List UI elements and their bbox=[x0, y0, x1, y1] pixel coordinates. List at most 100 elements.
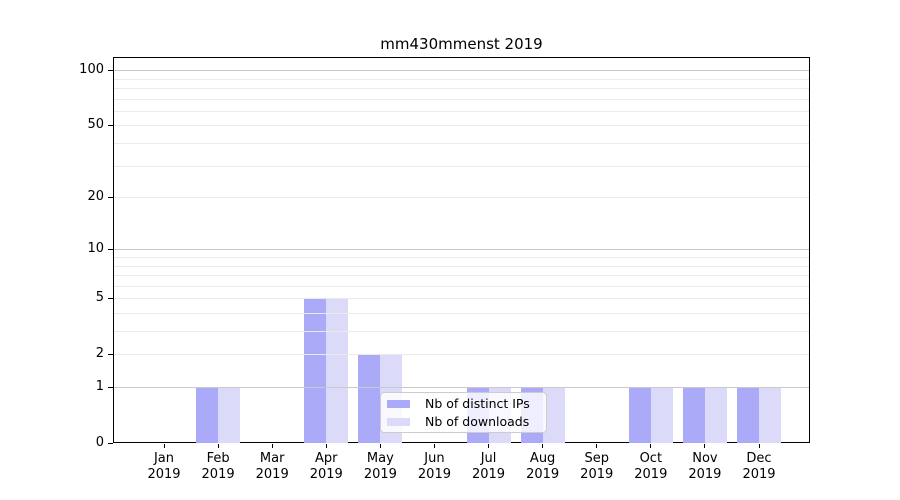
x-tick-year: 2019 bbox=[309, 467, 343, 482]
x-tick bbox=[542, 444, 544, 448]
gridline-minor bbox=[114, 165, 809, 167]
y-tick-label: 20 bbox=[87, 189, 104, 205]
x-tick-year: 2019 bbox=[580, 467, 614, 482]
bar bbox=[218, 387, 241, 443]
x-tick bbox=[758, 444, 760, 448]
y-tick-label: 10 bbox=[87, 241, 104, 257]
legend: Nb of distinct IPs Nb of downloads bbox=[380, 392, 547, 433]
legend-label: Nb of distinct IPs bbox=[425, 396, 530, 411]
x-tick-month: Jun bbox=[424, 451, 445, 466]
y-tick-label: 2 bbox=[95, 346, 104, 362]
y-tick bbox=[108, 297, 113, 299]
gridline-minor bbox=[114, 265, 809, 267]
x-tick bbox=[271, 444, 273, 448]
x-tick-label: Jan 2019 bbox=[132, 451, 196, 483]
x-tick-label: Oct 2019 bbox=[619, 451, 683, 483]
x-tick-label: Mar 2019 bbox=[240, 451, 304, 483]
x-tick-year: 2019 bbox=[634, 467, 668, 482]
y-tick bbox=[108, 386, 113, 388]
x-tick-month: Dec bbox=[746, 451, 772, 466]
gridline-minor bbox=[114, 331, 809, 333]
x-tick-year: 2019 bbox=[471, 467, 506, 482]
bar bbox=[358, 354, 381, 443]
legend-label: Nb of downloads bbox=[425, 414, 530, 429]
bar bbox=[196, 387, 219, 443]
bar bbox=[628, 387, 651, 443]
y-tick bbox=[108, 353, 113, 355]
gridline-minor bbox=[114, 197, 809, 199]
legend-item: Nb of downloads bbox=[387, 414, 546, 429]
x-tick-label: Apr 2019 bbox=[294, 451, 358, 483]
y-tick bbox=[108, 248, 113, 250]
y-tick-label: 0 bbox=[95, 435, 104, 450]
x-tick-month: Oct bbox=[639, 451, 663, 466]
x-tick-month: Jan bbox=[153, 451, 175, 466]
gridline-minor bbox=[114, 98, 809, 100]
bar bbox=[759, 387, 781, 443]
x-tick-year: 2019 bbox=[363, 467, 397, 482]
x-tick bbox=[704, 444, 706, 448]
x-tick-year: 2019 bbox=[688, 467, 722, 482]
x-tick-year: 2019 bbox=[417, 467, 451, 482]
x-tick-year: 2019 bbox=[147, 467, 181, 482]
gridline-minor bbox=[114, 88, 809, 90]
x-tick bbox=[596, 444, 598, 448]
x-tick bbox=[488, 444, 490, 448]
x-tick-label: Jun 2019 bbox=[402, 451, 466, 483]
x-tick-month: Apr bbox=[315, 451, 338, 466]
gridline-minor bbox=[114, 313, 809, 314]
y-tick-label: 50 bbox=[87, 117, 104, 133]
x-tick bbox=[433, 444, 435, 448]
bar bbox=[704, 387, 727, 443]
gridline-minor bbox=[114, 143, 809, 145]
x-tick-month: Mar bbox=[259, 451, 285, 466]
x-tick-month: Sep bbox=[584, 451, 609, 466]
x-tick-label: Nov 2019 bbox=[673, 451, 737, 483]
x-tick-label: Dec 2019 bbox=[727, 451, 791, 483]
x-tick bbox=[325, 444, 327, 448]
gridline-minor bbox=[114, 78, 809, 80]
y-tick bbox=[108, 69, 113, 71]
gridline-minor bbox=[114, 354, 809, 356]
gridline-major bbox=[114, 70, 809, 72]
bar bbox=[304, 298, 327, 443]
gridline-major bbox=[114, 387, 809, 389]
bar bbox=[542, 387, 565, 443]
plot-area bbox=[113, 57, 810, 443]
gridline-minor bbox=[114, 275, 809, 277]
x-tick bbox=[650, 444, 652, 448]
x-tick-month: May bbox=[366, 451, 394, 466]
x-tick-label: Aug 2019 bbox=[511, 451, 575, 483]
x-tick-month: Nov bbox=[692, 451, 718, 466]
gridline-minor bbox=[114, 125, 809, 127]
x-tick-label: Feb 2019 bbox=[186, 451, 250, 483]
x-tick bbox=[217, 444, 219, 448]
x-tick-month: Jul bbox=[480, 451, 497, 466]
chart-title: mm430mmenst 2019 bbox=[380, 35, 543, 53]
x-tick-year: 2019 bbox=[742, 467, 776, 482]
x-tick-label: Sep 2019 bbox=[565, 451, 629, 483]
x-tick bbox=[379, 444, 381, 448]
bar bbox=[737, 387, 759, 443]
y-tick bbox=[108, 196, 113, 198]
x-tick-year: 2019 bbox=[526, 467, 560, 482]
gridline-minor bbox=[114, 298, 809, 300]
legend-item: Nb of distinct IPs bbox=[387, 396, 546, 411]
y-tick bbox=[108, 124, 113, 126]
x-tick-label: Jul 2019 bbox=[457, 451, 521, 483]
bar bbox=[650, 387, 673, 443]
y-tick bbox=[108, 442, 113, 444]
x-tick-month: Feb bbox=[206, 451, 230, 466]
y-tick-label: 5 bbox=[95, 290, 104, 306]
x-tick-year: 2019 bbox=[255, 467, 289, 482]
x-tick-month: Aug bbox=[529, 451, 556, 466]
bar bbox=[326, 298, 349, 443]
gridline-minor bbox=[114, 257, 809, 259]
gridline-major bbox=[114, 249, 809, 251]
legend-swatch bbox=[387, 399, 410, 408]
x-tick-label: May 2019 bbox=[348, 451, 412, 483]
legend-swatch bbox=[387, 417, 410, 426]
bar bbox=[682, 387, 705, 443]
y-tick-label: 1 bbox=[95, 379, 104, 395]
